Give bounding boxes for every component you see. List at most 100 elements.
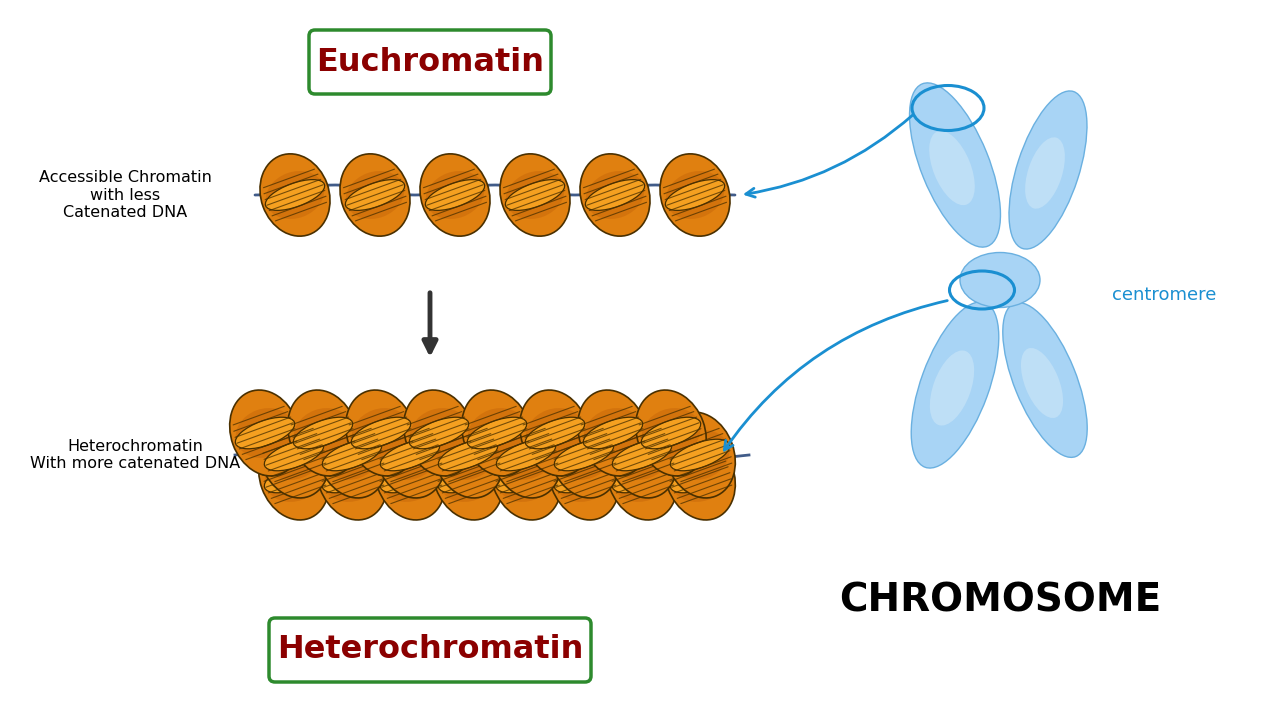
Ellipse shape: [929, 131, 975, 205]
Ellipse shape: [641, 417, 700, 449]
Text: centromere: centromere: [1112, 286, 1216, 304]
Ellipse shape: [497, 462, 556, 492]
Ellipse shape: [439, 452, 498, 502]
Ellipse shape: [236, 408, 294, 458]
Ellipse shape: [403, 390, 475, 476]
Ellipse shape: [467, 408, 526, 458]
Ellipse shape: [420, 154, 490, 236]
Ellipse shape: [671, 430, 730, 480]
Ellipse shape: [612, 439, 672, 471]
Ellipse shape: [549, 434, 620, 520]
Ellipse shape: [410, 417, 468, 449]
Ellipse shape: [554, 452, 613, 502]
Ellipse shape: [613, 452, 671, 502]
Ellipse shape: [380, 452, 439, 502]
Ellipse shape: [323, 462, 381, 492]
Ellipse shape: [380, 462, 440, 492]
Ellipse shape: [352, 408, 411, 458]
Ellipse shape: [323, 430, 381, 480]
Ellipse shape: [664, 434, 735, 520]
Ellipse shape: [554, 430, 613, 480]
Ellipse shape: [467, 417, 526, 449]
Ellipse shape: [380, 430, 439, 480]
Text: Euchromatin: Euchromatin: [316, 47, 544, 78]
Ellipse shape: [293, 417, 353, 449]
Ellipse shape: [288, 390, 358, 476]
Ellipse shape: [554, 439, 613, 471]
Ellipse shape: [425, 179, 485, 210]
Ellipse shape: [462, 390, 532, 476]
Ellipse shape: [910, 83, 1001, 247]
Ellipse shape: [607, 412, 677, 498]
Ellipse shape: [1025, 138, 1065, 209]
Ellipse shape: [666, 171, 724, 219]
Ellipse shape: [497, 430, 556, 480]
Ellipse shape: [375, 412, 445, 498]
Text: CHROMOSOME: CHROMOSOME: [838, 581, 1161, 619]
Ellipse shape: [577, 390, 648, 476]
Ellipse shape: [323, 452, 381, 502]
Ellipse shape: [584, 417, 643, 449]
Ellipse shape: [666, 179, 724, 210]
FancyBboxPatch shape: [269, 618, 591, 682]
Ellipse shape: [671, 439, 730, 471]
Ellipse shape: [236, 417, 294, 449]
Ellipse shape: [613, 430, 671, 480]
Ellipse shape: [585, 179, 645, 210]
Ellipse shape: [520, 390, 590, 476]
Text: Heterochromatin: Heterochromatin: [276, 634, 584, 665]
Ellipse shape: [1009, 91, 1087, 249]
Ellipse shape: [636, 390, 707, 476]
Ellipse shape: [264, 439, 324, 471]
Ellipse shape: [439, 430, 498, 480]
Ellipse shape: [351, 417, 411, 449]
Ellipse shape: [664, 412, 735, 498]
Ellipse shape: [506, 179, 564, 210]
Ellipse shape: [375, 434, 445, 520]
Ellipse shape: [323, 439, 381, 471]
Ellipse shape: [433, 434, 503, 520]
Ellipse shape: [911, 302, 998, 468]
Ellipse shape: [265, 452, 324, 502]
Ellipse shape: [929, 351, 974, 426]
Ellipse shape: [1021, 348, 1064, 418]
Ellipse shape: [607, 434, 677, 520]
Ellipse shape: [580, 154, 650, 236]
Ellipse shape: [438, 462, 498, 492]
Ellipse shape: [506, 171, 564, 219]
Ellipse shape: [266, 171, 324, 219]
Ellipse shape: [293, 408, 352, 458]
Ellipse shape: [1002, 302, 1087, 457]
Ellipse shape: [426, 171, 484, 219]
Ellipse shape: [346, 390, 416, 476]
Ellipse shape: [264, 462, 324, 492]
Ellipse shape: [660, 154, 730, 236]
Ellipse shape: [526, 408, 584, 458]
Text: Accessible Chromatin
with less
Catenated DNA: Accessible Chromatin with less Catenated…: [38, 170, 211, 220]
Ellipse shape: [612, 462, 672, 492]
Ellipse shape: [584, 408, 643, 458]
Ellipse shape: [497, 452, 556, 502]
Ellipse shape: [497, 439, 556, 471]
Ellipse shape: [671, 452, 730, 502]
Ellipse shape: [525, 417, 585, 449]
Ellipse shape: [586, 171, 644, 219]
Ellipse shape: [433, 412, 503, 498]
Ellipse shape: [554, 462, 613, 492]
Ellipse shape: [438, 439, 498, 471]
Ellipse shape: [229, 390, 301, 476]
Ellipse shape: [265, 430, 324, 480]
Ellipse shape: [265, 179, 325, 210]
Ellipse shape: [380, 439, 440, 471]
Ellipse shape: [346, 171, 404, 219]
Ellipse shape: [671, 462, 730, 492]
Ellipse shape: [316, 434, 388, 520]
Text: Heterochromatin
With more catenated DNA: Heterochromatin With more catenated DNA: [29, 438, 241, 471]
Ellipse shape: [960, 253, 1039, 307]
Ellipse shape: [490, 412, 562, 498]
Ellipse shape: [549, 412, 620, 498]
FancyBboxPatch shape: [308, 30, 550, 94]
Ellipse shape: [340, 154, 410, 236]
Ellipse shape: [259, 412, 329, 498]
Ellipse shape: [259, 434, 329, 520]
